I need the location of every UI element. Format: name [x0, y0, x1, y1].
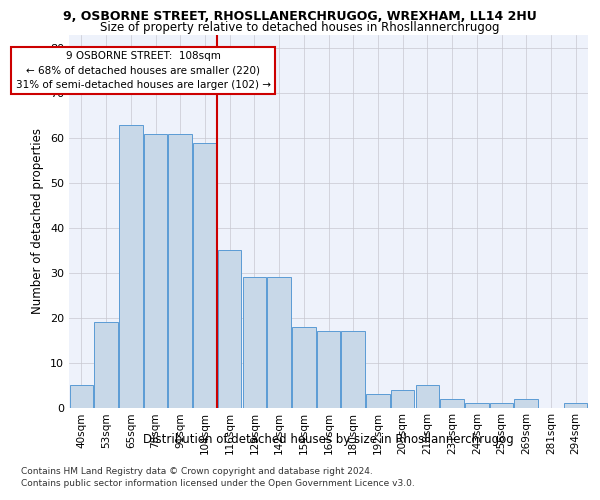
Bar	[366, 394, 389, 407]
Text: Contains public sector information licensed under the Open Government Licence v3: Contains public sector information licen…	[21, 479, 415, 488]
Bar	[465, 403, 488, 407]
Bar	[440, 398, 464, 407]
Bar	[70, 385, 93, 407]
Bar	[416, 385, 439, 407]
Text: 9, OSBORNE STREET, RHOSLLANERCHRUGOG, WREXHAM, LL14 2HU: 9, OSBORNE STREET, RHOSLLANERCHRUGOG, WR…	[63, 10, 537, 23]
Bar	[391, 390, 415, 407]
Bar	[341, 331, 365, 407]
Bar	[193, 142, 217, 408]
Text: Contains HM Land Registry data © Crown copyright and database right 2024.: Contains HM Land Registry data © Crown c…	[21, 468, 373, 476]
Bar	[119, 125, 143, 408]
Bar	[169, 134, 192, 407]
Bar	[242, 278, 266, 407]
Bar	[317, 331, 340, 407]
Bar	[268, 278, 291, 407]
Bar	[564, 403, 587, 407]
Text: Distribution of detached houses by size in Rhosllannerchrugog: Distribution of detached houses by size …	[143, 432, 514, 446]
Bar	[514, 398, 538, 407]
Bar	[218, 250, 241, 408]
Bar	[490, 403, 513, 407]
Text: Size of property relative to detached houses in Rhosllannerchrugog: Size of property relative to detached ho…	[100, 21, 500, 34]
Y-axis label: Number of detached properties: Number of detached properties	[31, 128, 44, 314]
Bar	[94, 322, 118, 408]
Bar	[144, 134, 167, 407]
Bar	[292, 326, 316, 407]
Text: 9 OSBORNE STREET:  108sqm
← 68% of detached houses are smaller (220)
31% of semi: 9 OSBORNE STREET: 108sqm ← 68% of detach…	[16, 50, 271, 90]
